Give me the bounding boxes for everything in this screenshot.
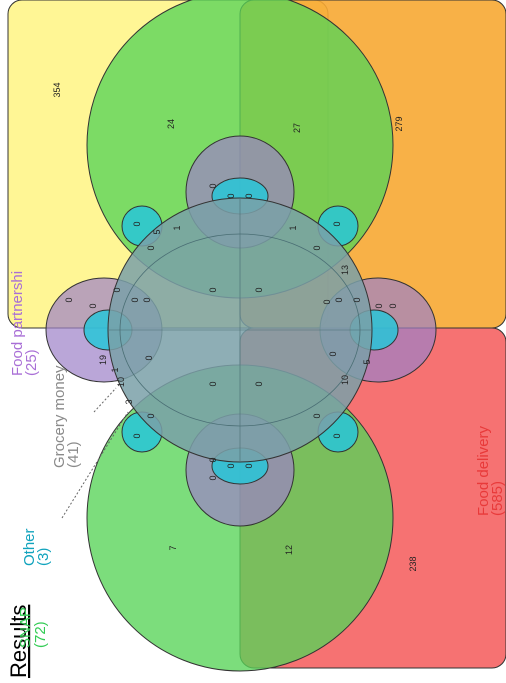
set-count-other: (3) — [35, 548, 52, 566]
region-zero: 0 — [254, 287, 264, 292]
region-zero: 0 — [208, 457, 218, 462]
region-zero: 0 — [244, 463, 254, 468]
set-label-other: Other — [21, 528, 38, 566]
set-count-grocery: (41) — [65, 441, 82, 468]
grocery-leader-line — [93, 387, 117, 413]
region-zero: 0 — [334, 297, 344, 302]
region-grey-e: 5 — [152, 229, 162, 234]
region-zero: 0 — [244, 193, 254, 198]
region-zero: 0 — [130, 297, 140, 302]
region-zero: 0 — [312, 245, 322, 250]
region-grey-g: 1 — [288, 225, 298, 230]
region-green-orange: 27 — [292, 123, 302, 133]
region-zero: 0 — [132, 221, 142, 226]
region-zero: 0 — [142, 297, 152, 302]
region-zero: 0 — [88, 303, 98, 308]
region-zero: 0 — [328, 351, 338, 356]
set-count-partner: (25) — [23, 349, 40, 376]
region-yellow-only: 354 — [52, 82, 62, 97]
set-label-grocery: Grocery money — [51, 365, 68, 468]
region-grey-a: 1 — [110, 367, 120, 372]
region-zero: 0 — [132, 433, 142, 438]
region-grey-f: 1 — [172, 225, 182, 230]
region-zero: 0 — [112, 287, 122, 292]
region-red-only: 238 — [408, 556, 418, 571]
region-zero: 0 — [208, 183, 218, 188]
region-zero: 0 — [64, 297, 74, 302]
region-orange-only: 279 — [394, 116, 404, 131]
region-zero: 0 — [312, 413, 322, 418]
region-magenta-small: 5 — [362, 359, 372, 364]
set-label-snap: SNAP — [17, 607, 34, 648]
region-zero: 0 — [254, 381, 264, 386]
region-green-red: 12 — [284, 545, 294, 555]
title: Results — [6, 605, 31, 678]
region-cyan-a: 3 — [124, 399, 134, 404]
region-zero: 0 — [352, 297, 362, 302]
set-count-snap: (72) — [32, 621, 49, 648]
region-zero: 0 — [226, 463, 236, 468]
region-zero: 0 — [144, 355, 154, 360]
region-purple-top: 19 — [98, 355, 108, 365]
region-zero: 0 — [374, 303, 384, 308]
region-zero: 0 — [208, 381, 218, 386]
region-zero: 0 — [332, 433, 342, 438]
set-count-delivery: (585) — [489, 481, 506, 516]
region-grey-b: 10 — [116, 377, 126, 387]
region-zero: 0 — [226, 193, 236, 198]
region-zero: 0 — [388, 303, 398, 308]
set-label-delivery: Food delivery — [475, 425, 492, 516]
region-zero: 0 — [208, 287, 218, 292]
region-zero: 0 — [146, 413, 156, 418]
region-green-lower: 7 — [168, 545, 178, 550]
other-leader-line — [61, 411, 129, 519]
region-zero: 0 — [332, 221, 342, 226]
set-label-partner: Food partnershi — [9, 271, 26, 376]
region-grey-c: 10 — [340, 375, 350, 385]
region-green-upper: 24 — [166, 119, 176, 129]
region-zero: 0 — [208, 475, 218, 480]
region-grey-d: 13 — [340, 265, 350, 275]
region-zero: 0 — [322, 299, 332, 304]
region-zero: 0 — [146, 245, 156, 250]
